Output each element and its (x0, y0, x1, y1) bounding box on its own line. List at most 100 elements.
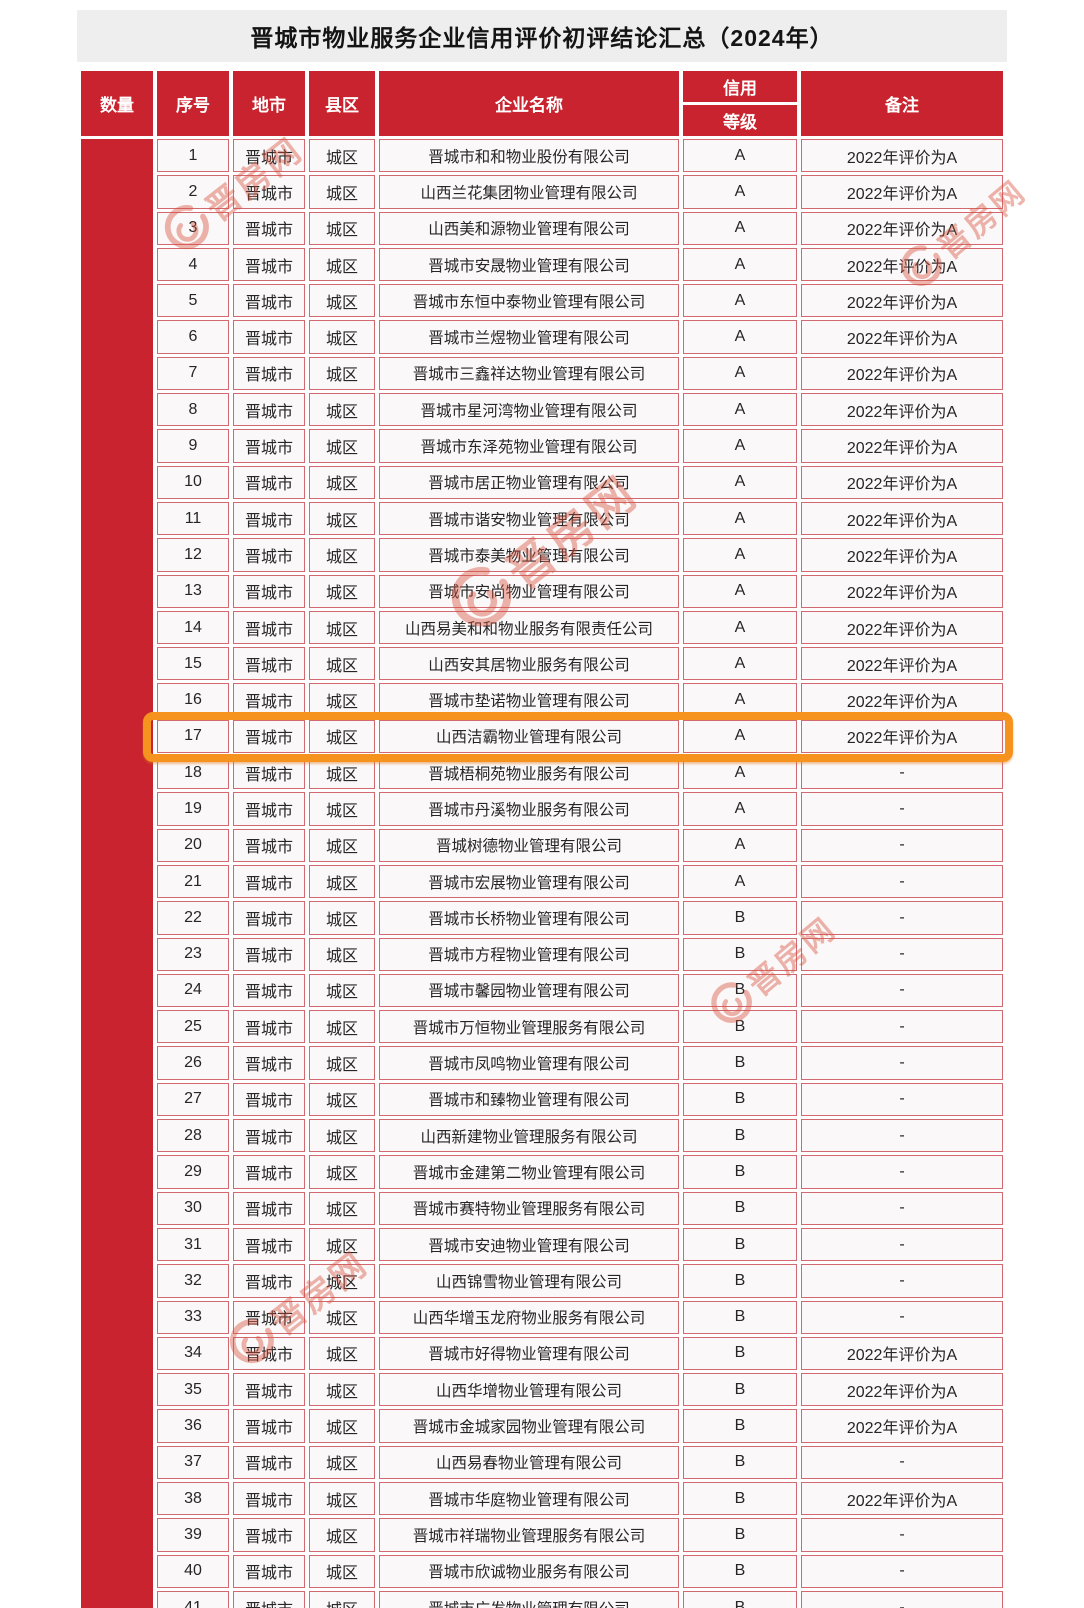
cell-remark: 2022年评价为A (801, 429, 1003, 463)
cell-city: 晋城市 (233, 429, 305, 463)
cell-credit-grade: A (683, 429, 797, 463)
cell-district: 城区 (309, 973, 375, 1008)
cell-serial: 20 (157, 828, 229, 862)
cell-district: 城区 (309, 538, 375, 572)
cell-remark: - (801, 1445, 1003, 1479)
cell-credit-grade: A (683, 393, 797, 427)
cell-city: 晋城市 (233, 1373, 305, 1407)
cell-serial: 23 (157, 937, 229, 971)
header-company: 企业名称 (379, 71, 679, 136)
cell-credit-grade: B (683, 937, 797, 971)
cell-district: 城区 (309, 1445, 375, 1479)
table-row: 12 晋城市 城区 晋城市泰美物业管理有限公司 A 2022年评价为A (81, 538, 1003, 572)
table-row: 30 晋城市 城区 晋城市赛特物业管理服务有限公司 B - (81, 1191, 1003, 1225)
cell-company: 晋城市谐安物业管理有限公司 (379, 501, 679, 536)
cell-district: 城区 (309, 465, 375, 499)
cell-remark: - (801, 828, 1003, 862)
cell-remark: - (801, 1191, 1003, 1225)
cell-district: 城区 (309, 393, 375, 427)
cell-city: 晋城市 (233, 1518, 305, 1552)
cell-serial: 9 (157, 429, 229, 463)
cell-remark: - (801, 1010, 1003, 1044)
cell-serial: 29 (157, 1155, 229, 1189)
cell-company: 山西华增玉龙府物业服务有限公司 (379, 1300, 679, 1334)
cell-credit-grade: B (683, 1590, 797, 1608)
table-row: 11 晋城市 城区 晋城市谐安物业管理有限公司 A 2022年评价为A (81, 501, 1003, 536)
cell-credit-grade: B (683, 1300, 797, 1334)
cell-company: 山西兰花集团物业管理有限公司 (379, 175, 679, 209)
cell-district: 城区 (309, 175, 375, 209)
cell-company: 山西易美和和物业服务有限责任公司 (379, 610, 679, 645)
cell-district: 城区 (309, 1264, 375, 1298)
cell-company: 晋城市东恒中泰物业管理有限公司 (379, 284, 679, 318)
cell-city: 晋城市 (233, 1010, 305, 1044)
header-credit-line2: 等级 (683, 105, 797, 136)
header-district: 县区 (309, 71, 375, 136)
cell-credit-grade: B (683, 1518, 797, 1552)
cell-serial: 22 (157, 901, 229, 935)
cell-district: 城区 (309, 1300, 375, 1334)
cell-credit-grade: A (683, 574, 797, 608)
cell-remark: 2022年评价为A (801, 610, 1003, 645)
cell-city: 晋城市 (233, 937, 305, 971)
table-row: 25 晋城市 城区 晋城市万恒物业管理服务有限公司 B - (81, 1010, 1003, 1044)
cell-city: 晋城市 (233, 901, 305, 935)
cell-company: 晋城市宏展物业管理有限公司 (379, 864, 679, 899)
cell-remark: - (801, 864, 1003, 899)
cell-serial: 41 (157, 1590, 229, 1608)
cell-company: 晋城梧桐苑物业服务有限公司 (379, 756, 679, 790)
cell-serial: 1 (157, 139, 229, 173)
cell-remark: - (801, 937, 1003, 971)
cell-district: 城区 (309, 284, 375, 318)
cell-serial: 28 (157, 1119, 229, 1153)
cell-city: 晋城市 (233, 647, 305, 681)
table-row: 41 晋城市 城区 晋城市广发物业管理有限公司 B - (81, 1590, 1003, 1608)
table-row: 19 晋城市 城区 晋城市丹溪物业服务有限公司 A - (81, 792, 1003, 826)
cell-city: 晋城市 (233, 465, 305, 499)
cell-serial: 26 (157, 1046, 229, 1080)
table-row: 40 晋城市 城区 晋城市欣诚物业服务有限公司 B - (81, 1554, 1003, 1588)
cell-company: 晋城市金城家园物业管理有限公司 (379, 1409, 679, 1443)
title-banner: 晋城市物业服务企业信用评价初评结论汇总（2024年） (77, 10, 1007, 62)
cell-credit-grade: B (683, 1554, 797, 1588)
cell-city: 晋城市 (233, 175, 305, 209)
cell-city: 晋城市 (233, 538, 305, 572)
cell-credit-grade: B (683, 1373, 797, 1407)
cell-credit-grade: A (683, 683, 797, 717)
cell-city: 晋城市 (233, 792, 305, 826)
table-row: 7 晋城市 城区 晋城市三鑫祥达物业管理有限公司 A 2022年评价为A (81, 356, 1003, 391)
cell-company: 山西安其居物业服务有限公司 (379, 647, 679, 681)
table-row: 2 晋城市 城区 山西兰花集团物业管理有限公司 A 2022年评价为A (81, 175, 1003, 209)
cell-district: 城区 (309, 211, 375, 245)
table-row: 4 晋城市 城区 晋城市安晟物业管理有限公司 A 2022年评价为A (81, 247, 1003, 282)
cell-company: 晋城市东泽苑物业管理有限公司 (379, 429, 679, 463)
cell-remark: - (801, 1155, 1003, 1189)
table-row: 6 晋城市 城区 晋城市兰煜物业管理有限公司 A 2022年评价为A (81, 320, 1003, 354)
cell-district: 城区 (309, 1191, 375, 1225)
cell-credit-grade: B (683, 901, 797, 935)
cell-credit-grade: A (683, 356, 797, 391)
quantity-column-body (81, 139, 153, 1608)
cell-serial: 4 (157, 247, 229, 282)
cell-company: 晋城市方程物业管理有限公司 (379, 937, 679, 971)
cell-company: 晋城市垫诺物业管理有限公司 (379, 683, 679, 717)
table-row: 31 晋城市 城区 晋城市安迪物业管理有限公司 B - (81, 1227, 1003, 1262)
cell-district: 城区 (309, 683, 375, 717)
cell-company: 晋城市广发物业管理有限公司 (379, 1590, 679, 1608)
table-row: 18 晋城市 城区 晋城梧桐苑物业服务有限公司 A - (81, 756, 1003, 790)
cell-remark: 2022年评价为A (801, 284, 1003, 318)
cell-credit-grade: A (683, 320, 797, 354)
cell-serial: 40 (157, 1554, 229, 1588)
cell-district: 城区 (309, 1046, 375, 1080)
table-row: 26 晋城市 城区 晋城市凤鸣物业管理有限公司 B - (81, 1046, 1003, 1080)
cell-city: 晋城市 (233, 683, 305, 717)
cell-city: 晋城市 (233, 574, 305, 608)
cell-serial: 21 (157, 864, 229, 899)
cell-district: 城区 (309, 828, 375, 862)
cell-district: 城区 (309, 719, 375, 754)
cell-city: 晋城市 (233, 1336, 305, 1371)
cell-district: 城区 (309, 1554, 375, 1588)
cell-city: 晋城市 (233, 864, 305, 899)
cell-company: 晋城市泰美物业管理有限公司 (379, 538, 679, 572)
cell-district: 城区 (309, 1373, 375, 1407)
